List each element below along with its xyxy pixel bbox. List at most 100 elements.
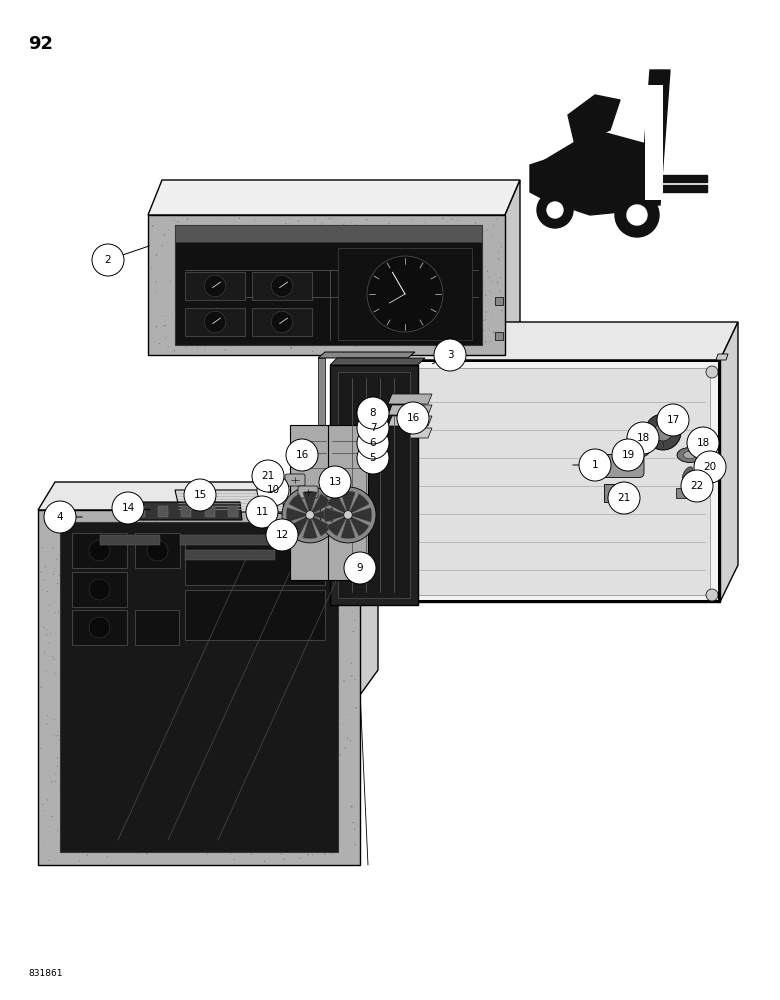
Point bbox=[377, 306, 389, 322]
Point bbox=[383, 216, 395, 232]
Point bbox=[90, 778, 102, 794]
Point bbox=[273, 821, 285, 837]
Point bbox=[51, 758, 64, 774]
Point bbox=[321, 246, 333, 262]
Point bbox=[65, 568, 77, 584]
Point bbox=[310, 755, 322, 771]
Point bbox=[250, 790, 262, 806]
Point bbox=[289, 305, 301, 321]
Point bbox=[306, 825, 318, 841]
Point bbox=[52, 764, 65, 780]
Point bbox=[319, 292, 332, 308]
Point bbox=[368, 273, 381, 289]
Wedge shape bbox=[310, 494, 332, 515]
Text: 18: 18 bbox=[697, 438, 710, 448]
Point bbox=[271, 541, 284, 557]
Point bbox=[440, 230, 452, 246]
Point bbox=[296, 262, 308, 278]
Point bbox=[242, 827, 254, 843]
Point bbox=[296, 560, 308, 576]
Point bbox=[123, 634, 136, 650]
Point bbox=[205, 696, 218, 712]
Point bbox=[235, 573, 247, 589]
Point bbox=[326, 833, 339, 849]
Point bbox=[381, 268, 394, 284]
Polygon shape bbox=[38, 510, 360, 865]
Point bbox=[215, 770, 228, 786]
Point bbox=[245, 846, 257, 862]
Point bbox=[232, 287, 245, 303]
Point bbox=[142, 796, 154, 812]
Point bbox=[491, 275, 504, 291]
Point bbox=[158, 531, 171, 547]
Point bbox=[90, 761, 102, 777]
Point bbox=[303, 774, 315, 790]
Point bbox=[199, 721, 211, 737]
Polygon shape bbox=[388, 394, 432, 404]
Point bbox=[362, 289, 374, 305]
Point bbox=[283, 242, 296, 258]
Point bbox=[329, 673, 342, 689]
Point bbox=[216, 843, 229, 859]
Point bbox=[155, 755, 168, 771]
Point bbox=[114, 570, 126, 586]
Point bbox=[356, 296, 368, 312]
Circle shape bbox=[654, 423, 672, 441]
Point bbox=[229, 558, 241, 574]
Point bbox=[215, 772, 227, 788]
Point bbox=[471, 231, 484, 247]
Bar bbox=[72, 533, 127, 568]
Point bbox=[248, 507, 261, 523]
Point bbox=[157, 815, 169, 831]
Bar bbox=[676, 488, 694, 498]
Point bbox=[270, 762, 282, 778]
Point bbox=[104, 706, 116, 722]
Point bbox=[256, 321, 268, 337]
Point bbox=[161, 328, 174, 344]
Point bbox=[136, 648, 149, 664]
Point bbox=[135, 750, 147, 766]
Point bbox=[308, 293, 321, 309]
Point bbox=[257, 680, 269, 696]
Wedge shape bbox=[310, 508, 334, 522]
Point bbox=[46, 774, 58, 790]
Point bbox=[341, 638, 353, 654]
Point bbox=[181, 486, 193, 502]
Point bbox=[467, 260, 480, 276]
Point bbox=[140, 609, 153, 625]
Point bbox=[260, 309, 272, 325]
Point bbox=[183, 573, 195, 589]
Point bbox=[324, 824, 337, 840]
Circle shape bbox=[357, 427, 389, 459]
Point bbox=[392, 310, 405, 326]
Point bbox=[140, 757, 153, 773]
Point bbox=[147, 218, 160, 234]
Point bbox=[176, 726, 189, 742]
Point bbox=[246, 566, 259, 582]
Point bbox=[194, 631, 207, 647]
Point bbox=[311, 235, 324, 251]
Point bbox=[292, 213, 305, 229]
Point bbox=[178, 302, 190, 318]
Point bbox=[102, 667, 115, 683]
Point bbox=[279, 608, 292, 624]
Text: 831861: 831861 bbox=[28, 969, 62, 978]
Point bbox=[183, 532, 195, 548]
Point bbox=[233, 210, 246, 226]
Point bbox=[162, 610, 175, 626]
Point bbox=[203, 236, 215, 252]
Bar bbox=[495, 332, 503, 340]
Point bbox=[189, 663, 201, 679]
Point bbox=[183, 784, 196, 800]
Point bbox=[107, 695, 119, 711]
Point bbox=[242, 552, 254, 568]
Point bbox=[289, 703, 302, 719]
Point bbox=[199, 811, 211, 827]
Point bbox=[36, 797, 48, 813]
Point bbox=[259, 722, 271, 738]
Point bbox=[202, 836, 215, 852]
Point bbox=[52, 731, 65, 747]
Point bbox=[398, 304, 410, 320]
Point bbox=[332, 624, 344, 640]
Point bbox=[495, 236, 508, 252]
